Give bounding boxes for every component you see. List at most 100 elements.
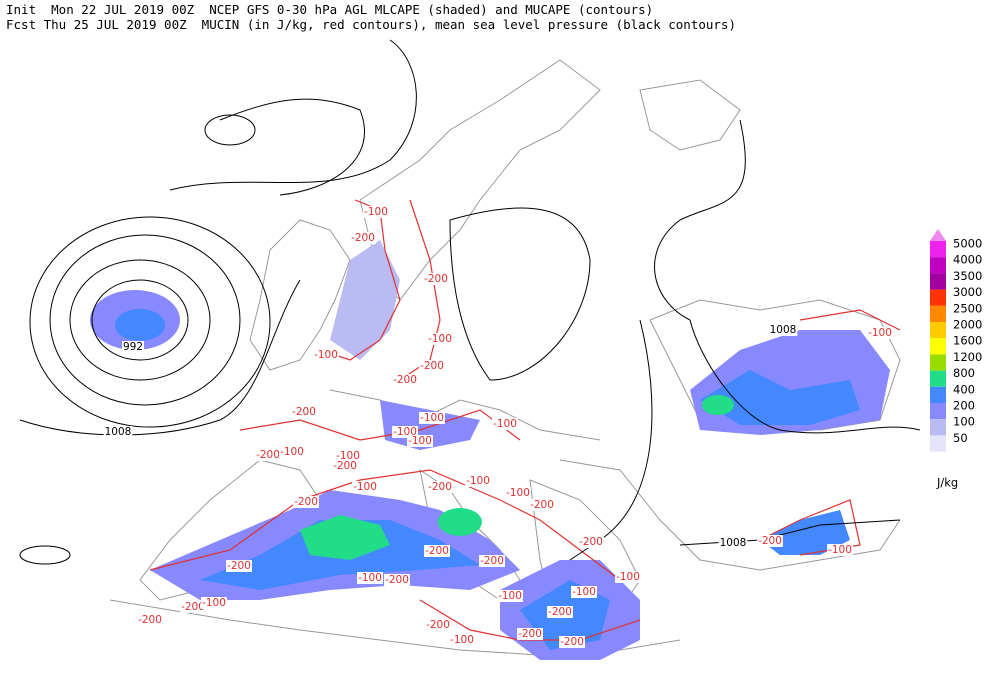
cin-label: -100 [828, 544, 852, 556]
cin-label-box [547, 606, 573, 618]
cin-label: -200 [426, 619, 450, 631]
cin-label-box [407, 435, 433, 447]
cin-label-box [427, 481, 453, 493]
legend-label: 3500 [953, 269, 982, 283]
cin-label: -200 [292, 406, 316, 418]
cin-label-box [571, 586, 597, 598]
legend-swatch [930, 257, 946, 274]
legend-swatch [930, 241, 946, 258]
cin-label: -200 [518, 628, 542, 640]
cin-label: -100 [493, 418, 517, 430]
cin-label: -100 [450, 634, 474, 646]
header-line-2: Fcst Thu 25 JUL 2019 00Z MUCIN (in J/kg,… [6, 17, 736, 32]
legend-label: 800 [953, 366, 975, 380]
cin-label-box [226, 560, 252, 572]
pressure-label-box [103, 426, 133, 438]
legend-swatch [930, 354, 946, 371]
cin-label: -200 [424, 273, 448, 285]
legend-swatch [930, 289, 946, 306]
color-legend: J/kg 5000 4000 3500 3000 2500 2000 1600 1200 800… [930, 229, 982, 490]
cin-label-box [137, 614, 163, 626]
cin-label-box [335, 450, 361, 462]
cin-label-box [427, 333, 453, 345]
legend-unit: J/kg [936, 476, 958, 490]
cin-label-box [255, 449, 281, 461]
cin-label: -100 [498, 590, 522, 602]
cin-label: -200 [425, 545, 449, 557]
cin-label-box [350, 232, 376, 244]
cin-label: -200 [480, 555, 504, 567]
cin-label-box [363, 206, 389, 218]
cin-label: -100 [314, 349, 338, 361]
cin-label: -200 [428, 481, 452, 493]
cin-label: -200 [530, 499, 554, 511]
cin-label: -200 [420, 360, 444, 372]
cin-label-box [425, 619, 451, 631]
cin-label-box [423, 273, 449, 285]
cin-label: -100 [202, 597, 226, 609]
pressure-label-box [718, 537, 748, 549]
cin-label: -200 [758, 535, 782, 547]
cin-label-box [465, 475, 491, 487]
legend-label: 2000 [953, 318, 982, 332]
legend-label: 2500 [953, 301, 982, 315]
legend-arrow [930, 229, 946, 241]
legend-swatch [930, 305, 946, 322]
cin-label: -100 [336, 450, 360, 462]
cin-label: -200 [579, 536, 603, 548]
cin-label-box [384, 574, 410, 586]
cin-label: -100 [353, 481, 377, 493]
legend-swatch [930, 273, 946, 290]
cin-label: -100 [420, 412, 444, 424]
cin-label: -100 [506, 487, 530, 499]
pressure-label-box [768, 324, 798, 336]
cin-label-box [497, 590, 523, 602]
contour-labels: 992100810081008-100-200-200-100-100-200-… [103, 206, 893, 648]
cin-label: -200 [351, 232, 375, 244]
legend-swatch [930, 338, 946, 355]
legend-label: 50 [953, 431, 968, 445]
cin-label-box [517, 628, 543, 640]
cin-label-box [293, 496, 319, 508]
legend-label: 1200 [953, 350, 982, 364]
cin-label-box [757, 535, 783, 547]
cin-label-box [279, 446, 305, 458]
pressure-contours [19, 39, 921, 565]
cin-label: -200 [333, 460, 357, 472]
legend-swatch [930, 435, 946, 452]
cin-label-box [492, 418, 518, 430]
legend-label: 5000 [953, 237, 982, 251]
cin-label: -100 [466, 475, 490, 487]
header-line-1: Init Mon 22 JUL 2019 00Z NCEP GFS 0-30 h… [6, 2, 653, 17]
legend-swatch [930, 322, 946, 339]
cin-label: -200 [256, 449, 280, 461]
cin-label-box [827, 544, 853, 556]
cin-label-box [559, 636, 585, 648]
cin-label-box [867, 327, 893, 339]
cin-label-box [291, 406, 317, 418]
cin-label-box [529, 499, 555, 511]
cin-label: -200 [181, 601, 205, 613]
pressure-label: 1008 [720, 537, 747, 549]
legend-label: 1600 [953, 334, 982, 348]
cin-label-box [578, 536, 604, 548]
pressure-label: 1008 [105, 426, 132, 438]
cin-label-box [201, 597, 227, 609]
cin-label-box [392, 374, 418, 386]
cin-label-box [313, 349, 339, 361]
pressure-label-box [121, 341, 145, 353]
legend-swatch [930, 370, 946, 387]
legend-swatch [930, 419, 946, 436]
legend-label: 4000 [953, 253, 982, 267]
cin-label-box [180, 601, 206, 613]
cin-label: -200 [385, 574, 409, 586]
cin-label: -100 [428, 333, 452, 345]
pressure-label: 992 [123, 341, 143, 353]
cin-label-box [419, 360, 445, 372]
cin-label: -100 [408, 435, 432, 447]
cin-label: -200 [393, 374, 417, 386]
legend-label: 3000 [953, 285, 982, 299]
cin-label: -200 [548, 606, 572, 618]
cin-label-box [479, 555, 505, 567]
